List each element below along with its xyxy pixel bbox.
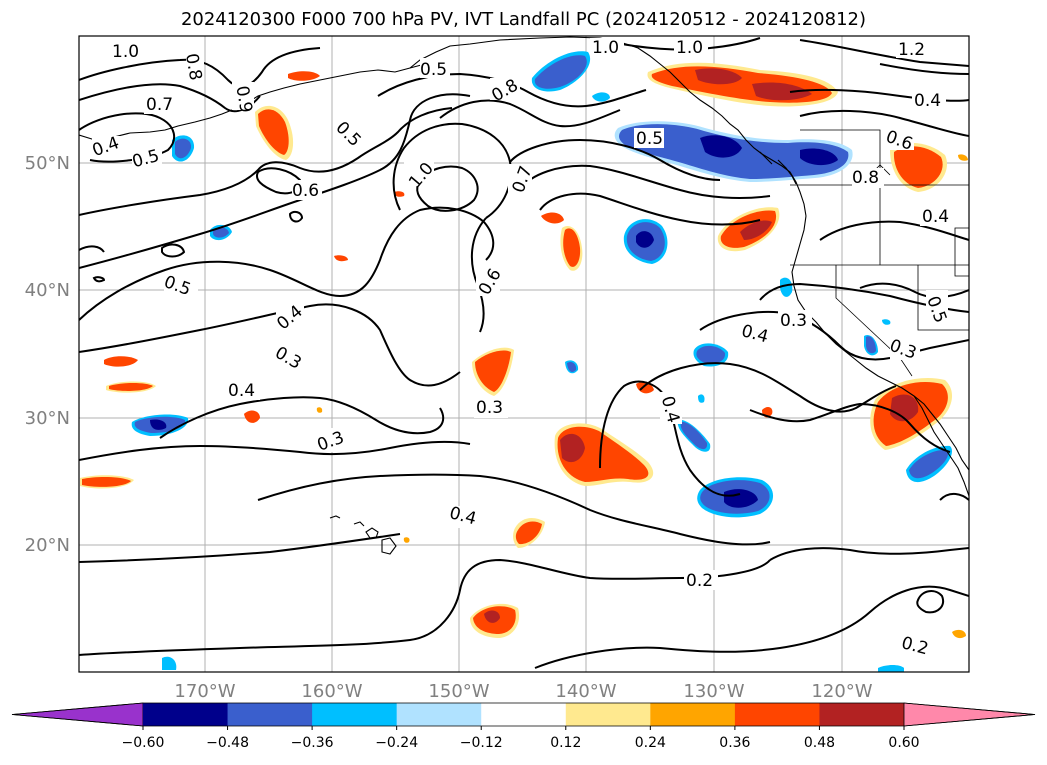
colorbar-tick-label: −0.12 [460,735,503,751]
colorbar-bin [481,703,567,726]
colorbar-bin [396,703,482,726]
contour-label: 0.3 [476,398,503,418]
colorbar-tick-label: 0.12 [550,735,581,751]
state-borders [790,129,969,377]
contour-label: 0.9 [231,84,255,114]
contour-labels: 1.0 0.8 0.5 1.0 1.2 1.0 0.9 0.7 0.4 0.5 … [90,38,954,659]
colorbar-extend-low [11,702,144,727]
longitude-label: 160°W [301,681,362,702]
colorbar-tick-label: 0.48 [804,735,835,751]
contour-label: 1.0 [592,38,619,58]
latitude-label: 40°N [25,280,70,301]
colorbar-bin [565,703,651,726]
longitude-labels: 170°W 160°W 150°W 140°W 130°W 120°W [174,681,872,702]
plot-frame [78,35,970,673]
colorbar-bin [734,703,820,726]
contour-label: 0.8 [181,52,205,82]
plot-area [79,36,969,672]
colorbar-bin [227,703,313,726]
contour-label: 0.5 [420,60,447,80]
contour-label: 0.3 [780,311,807,331]
colorbar-bin [143,703,229,726]
contour-label: 0.4 [922,207,949,227]
latitude-label: 50°N [25,153,70,174]
colorbar-tick-label: −0.48 [206,735,249,751]
contour-label: 1.2 [898,40,925,60]
contour-label: 0.2 [686,571,713,591]
colorbar-bin [312,703,398,726]
longitude-label: 130°W [683,681,744,702]
colorbar-bin [819,703,905,726]
colorbar-tick-label: 0.60 [888,735,919,751]
longitude-label: 170°W [174,681,235,702]
latitude-label: 30°N [25,408,70,429]
colorbar-tick-label: −0.24 [375,735,418,751]
pv-contours [79,37,969,669]
positive-anomaly-areas [80,62,968,639]
latitude-labels: 20°N 30°N 40°N 50°N [25,153,70,556]
colorbar-tick-label: −0.60 [122,735,165,751]
longitude-label: 140°W [555,681,616,702]
colorbar-tick-label: 0.36 [719,735,750,751]
longitude-label: 120°W [811,681,872,702]
colorbar: −0.60 −0.48 −0.36 −0.24 −0.12 0.12 0.24 0.36 0.4… [11,702,1036,751]
figure-title: 2024120300 F000 700 hPa PV, IVT Landfall… [180,9,867,30]
contour-label: 0.7 [146,95,173,115]
contour-label: 0.6 [292,181,319,201]
longitude-label: 150°W [428,681,489,702]
contour-label: 1.0 [112,42,139,62]
colorbar-tick-label: 0.24 [635,735,666,751]
contour-label: 0.5 [636,129,663,149]
contour-label: 0.4 [914,91,941,111]
colorbar-extend-high [903,702,1036,727]
contour-label: 0.8 [852,168,879,188]
latitude-label: 20°N [25,535,70,556]
contour-label: 0.4 [228,381,255,401]
colorbar-bin [650,703,736,726]
contour-label: 1.0 [676,38,703,58]
colorbar-tick-label: −0.36 [291,735,334,751]
negative-anomaly-areas [131,51,953,672]
